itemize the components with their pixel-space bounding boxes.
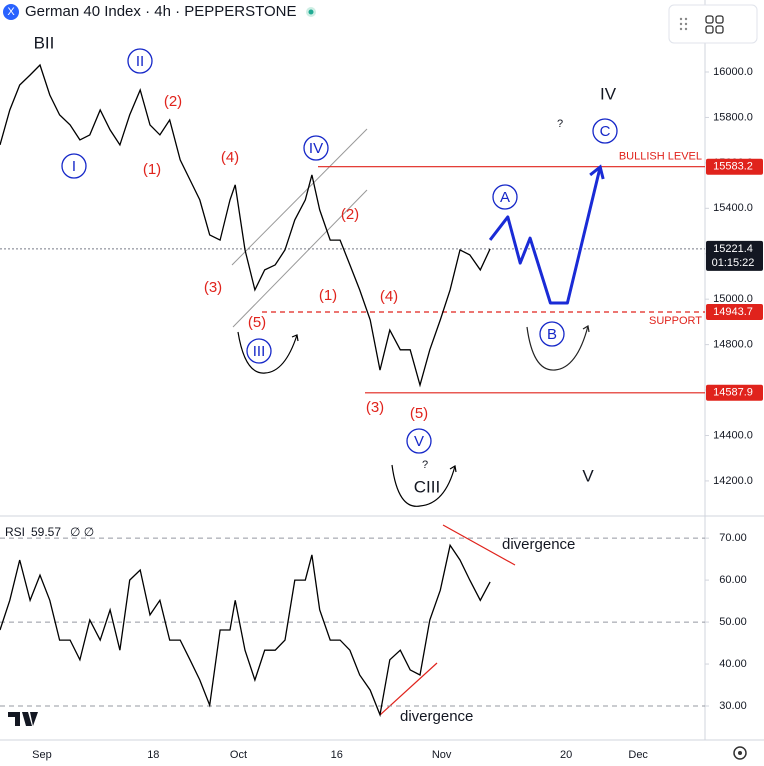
wave-label: CIII: [414, 477, 440, 496]
level-label: 14943.7: [713, 306, 753, 318]
logo-shape: [8, 712, 38, 726]
channel-line: [231, 128, 368, 266]
wave-circle: [61, 153, 87, 179]
y-tick-label: 60.00: [719, 574, 747, 586]
x-tick-label: Nov: [432, 749, 452, 761]
layout-icon[interactable]: [705, 15, 724, 34]
level-label: 14587.9: [713, 387, 753, 399]
level-label: 15583.2: [713, 161, 753, 173]
wave-label: (3): [204, 279, 222, 296]
channel-line: [232, 189, 368, 328]
y-tick-label: 50.00: [719, 616, 747, 628]
wave-label: II: [136, 53, 144, 70]
gear-center: [738, 751, 742, 755]
wave-label: (1): [319, 287, 337, 304]
symbol-icon: [3, 4, 19, 20]
projection-arrowhead: [589, 164, 605, 180]
x-tick-label: 16: [331, 749, 343, 761]
wave-label: ?: [557, 118, 563, 130]
x-tick-label: Dec: [628, 749, 648, 761]
divergence-line: [442, 524, 516, 566]
wave-label: (1): [143, 161, 161, 178]
x-tick-label: Oct: [230, 749, 247, 761]
wave-circle: [303, 135, 329, 161]
price-line: [0, 63, 491, 388]
wave-circle: [592, 118, 618, 144]
rsi-title: RSI: [5, 525, 25, 539]
x-tick-label: 20: [560, 749, 572, 761]
wave-label: (2): [341, 206, 359, 223]
wave-label: B: [547, 326, 557, 343]
wave-circle: [492, 184, 518, 210]
wave-circle: [539, 321, 565, 347]
y-tick-label: 14200.0: [713, 475, 753, 487]
y-tick-label: 16000.0: [713, 66, 753, 78]
arrowhead: [582, 325, 590, 333]
gear[interactable]: [733, 746, 747, 760]
level-name: BULLISH LEVEL: [619, 151, 702, 163]
arcs: [237, 325, 590, 507]
wave-label: IV: [600, 84, 617, 103]
level-name: SUPPORT: [649, 315, 702, 327]
symbol-header: X German 40 Index · 4h · PEPPERSTONE: [3, 3, 316, 20]
annotation: divergence: [400, 708, 473, 725]
symbol-icon-text: X: [7, 6, 15, 18]
level-label-box: [706, 384, 763, 401]
chart-title: German 40 Index · 4h · PEPPERSTONE: [25, 3, 297, 20]
level-label-box: [706, 158, 763, 175]
x-tick-label: 18: [147, 749, 159, 761]
wave-label: I: [72, 158, 76, 175]
y-tick-label: 40.00: [719, 658, 747, 670]
rsi-params: ∅ ∅: [70, 525, 94, 539]
wave-label: (4): [380, 288, 398, 305]
toolbar-box[interactable]: [668, 4, 758, 44]
wave-label: (5): [410, 405, 428, 422]
wave-label: V: [414, 433, 424, 450]
y-tick-label: 70.00: [719, 532, 747, 544]
status-dot: [308, 9, 314, 15]
wave-label: ?: [422, 459, 428, 471]
arrowhead: [449, 465, 457, 473]
wave-label: BII: [34, 33, 55, 52]
y-tick-label: 14800.0: [713, 339, 753, 351]
wave-label: IV: [309, 140, 323, 157]
arc: [237, 331, 298, 374]
level-label-box: [706, 303, 763, 320]
channel: [231, 128, 368, 328]
y-tick-label: 15800.0: [713, 111, 753, 123]
y-tick-label: 15400.0: [713, 202, 753, 214]
y-tick-label: 15000.0: [713, 293, 753, 305]
annotation: divergence: [502, 536, 575, 553]
wave-circle: [406, 428, 432, 454]
rsi-value: 59.57: [31, 525, 61, 539]
arrowhead: [291, 334, 299, 342]
arc: [526, 325, 589, 371]
countdown: 01:15:22: [712, 257, 755, 269]
wave-label: C: [600, 123, 611, 140]
wave-circle: [246, 338, 272, 364]
current-price-label: 15221.4: [713, 243, 753, 255]
settings-icon[interactable]: [733, 746, 747, 760]
arc: [391, 464, 456, 507]
drag-handle: [679, 17, 688, 31]
y-tick-label: 30.00: [719, 700, 747, 712]
wave-label: (2): [164, 93, 182, 110]
wave-label: A: [500, 189, 510, 206]
wave-circle: [127, 48, 153, 74]
y-tick-label: 14400.0: [713, 429, 753, 441]
wave-label: III: [253, 343, 266, 360]
wave-label: V: [582, 466, 594, 485]
current-price-box: [706, 240, 763, 271]
projection-line: [488, 166, 602, 305]
wave-label: (4): [221, 149, 239, 166]
wave-label: (5): [248, 314, 266, 331]
price-line: [0, 543, 491, 718]
x-tick-label: Sep: [32, 749, 52, 761]
tv-logo: [8, 712, 38, 726]
wave-label: (3): [366, 399, 384, 416]
toolbar[interactable]: [668, 4, 758, 44]
